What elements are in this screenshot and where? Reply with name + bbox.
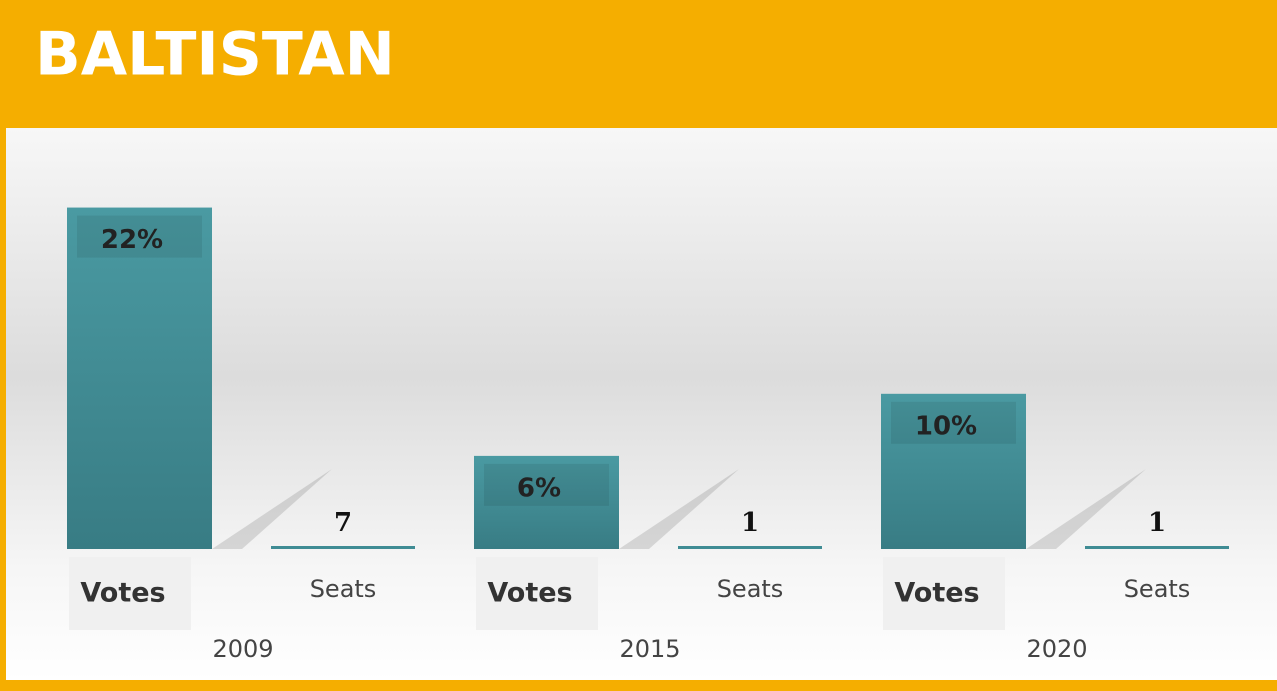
left-border: [0, 128, 6, 691]
value-label: 6%: [517, 473, 561, 503]
plot: 22% Votes 7 Seats 2009 6% Votes 1 Seats 2015 10% Vo…: [67, 207, 1229, 663]
sub-label: Seats: [1124, 575, 1191, 603]
x-tick-label: 2020: [1026, 635, 1087, 663]
sub-label: Seats: [717, 575, 784, 603]
sub-label-box: [883, 557, 1005, 630]
bar: [1085, 546, 1229, 549]
value-label-box: [484, 463, 609, 506]
bar-shadow: [619, 469, 739, 549]
value-label: 1: [741, 508, 759, 538]
bar: [67, 207, 212, 549]
value-label-box: [891, 401, 1016, 444]
sub-label: Votes: [80, 578, 165, 609]
bar-shadow: [212, 469, 332, 549]
bar: [678, 546, 822, 549]
value-label: 7: [334, 508, 352, 538]
value-label: 1: [1148, 508, 1166, 538]
value-label: 10%: [915, 411, 977, 441]
sub-label-box: [476, 557, 598, 630]
sub-label: Votes: [894, 578, 979, 609]
x-tick-label: 2015: [619, 635, 680, 663]
bar: [881, 393, 1026, 549]
sub-label: Votes: [487, 578, 572, 609]
x-tick-label: 2009: [212, 635, 273, 663]
sub-label-box: [69, 557, 191, 630]
chart-title: BALTISTAN: [35, 20, 395, 90]
bar: [271, 546, 415, 549]
value-label-box: [77, 215, 202, 258]
sub-label: Seats: [310, 575, 377, 603]
value-label: 22%: [101, 225, 163, 255]
bar-shadow: [1026, 469, 1146, 549]
bar: [474, 455, 619, 549]
bottom-border: [0, 680, 1277, 691]
plot-background: [6, 128, 1277, 680]
header: [0, 0, 1277, 128]
